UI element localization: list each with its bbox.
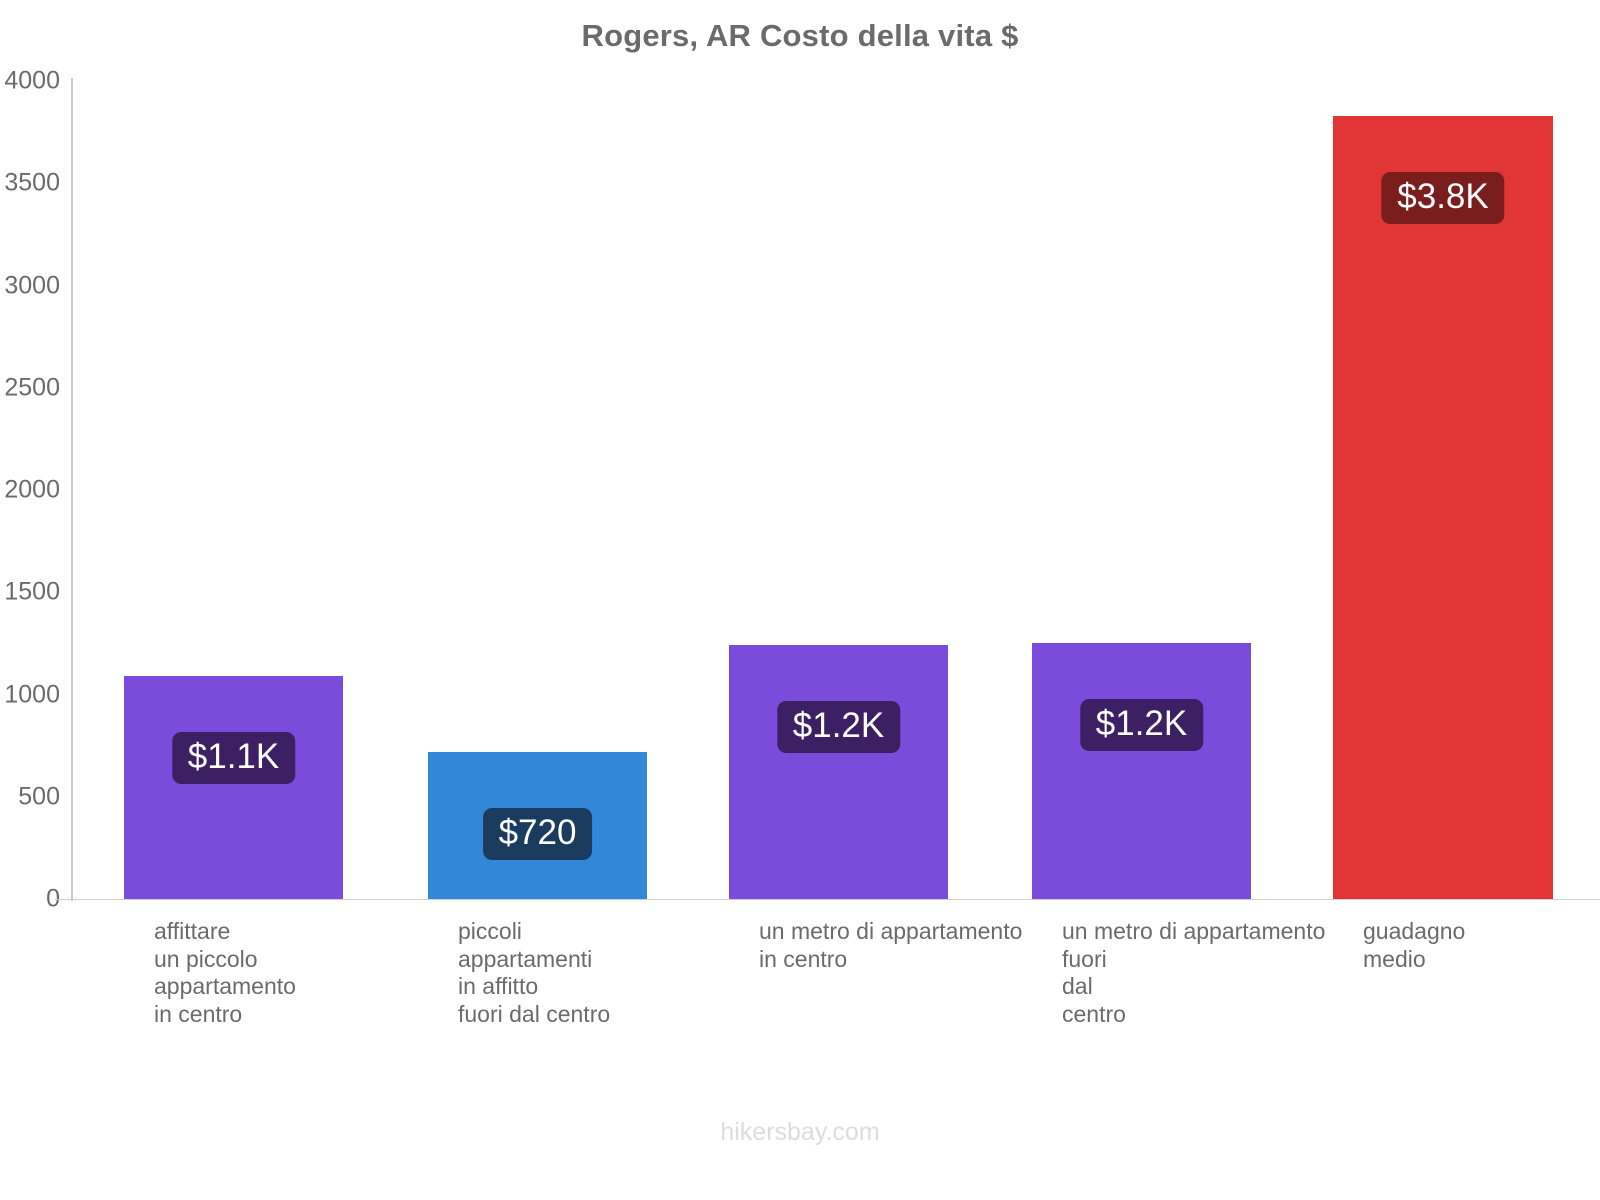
x-axis-category-label-line: piccoli (458, 918, 522, 944)
x-axis-category-label-line: appartamenti (458, 945, 593, 972)
plot-area: $1.1K $720 $1.2K $1.2K $3.8K (72, 81, 1553, 899)
y-axis-tick-label: 0 (46, 884, 60, 913)
y-axis-line (71, 78, 73, 901)
footer-watermark: hikersbay.com (720, 1118, 880, 1146)
bar-rect (1333, 115, 1553, 899)
x-axis-category-label-line: affittare (154, 918, 231, 944)
bar-value-label: $3.8K (1381, 171, 1505, 224)
bar-value-label: $1.1K (171, 732, 296, 785)
bar-rect (729, 645, 948, 899)
x-axis-category-label-line: dal (1062, 973, 1093, 999)
bar[interactable]: $3.8K (1333, 115, 1553, 899)
x-axis-category-label: piccoli appartamenti in affitto fuori dal c… (458, 918, 610, 1028)
y-axis-tick-label: 1500 (4, 577, 60, 606)
y-axis-tick-label: 3500 (4, 168, 60, 197)
x-axis-category-label: un metro di appartamento fuori dal centro (1062, 918, 1325, 1028)
y-axis-tick-label: 500 (18, 782, 60, 811)
chart-title: Rogers, AR Costo della vita $ (581, 18, 1019, 53)
bar[interactable]: $1.2K (1032, 643, 1251, 899)
x-axis-category-label-line: in affitto (458, 973, 539, 999)
y-axis-tick-label: 1000 (4, 680, 60, 708)
x-axis-category-label-line: guadagno (1363, 918, 1466, 944)
x-axis-category-label-line: fuori dal centro (458, 1000, 611, 1027)
bar-value-label: $720 (482, 807, 593, 860)
bar[interactable]: $1.2K (729, 645, 948, 899)
y-axis-tick-labels: 0 500 1000 1500 2000 2500 3000 3500 4000 (0, 0, 60, 1200)
bar-rect (124, 676, 343, 899)
x-axis-category-label: guadagno medio (1363, 918, 1465, 973)
x-axis-baseline (55, 899, 1600, 900)
x-axis-category-label-line: fuori (1062, 945, 1107, 972)
x-axis-category-label-line: un metro di appartamento (759, 918, 1023, 944)
x-axis-category-label-line: un piccolo (154, 945, 258, 972)
y-axis-tick-label: 2500 (4, 373, 60, 402)
bar[interactable]: $1.1K (124, 676, 343, 899)
y-axis-tick-label: 3000 (4, 271, 60, 299)
bar-rect (1032, 643, 1251, 899)
x-axis-category-labels: affittare un piccolo appartamento in centro… (72, 918, 1552, 1118)
x-axis-category-label-line: appartamento (154, 973, 296, 999)
x-axis-category-label: un metro di appartamento in centro (759, 918, 1022, 973)
bar[interactable]: $720 (428, 751, 647, 899)
x-axis-category-label-line: in centro (154, 1000, 243, 1027)
y-axis-tick-label: 2000 (4, 475, 60, 504)
x-axis-category-label-line: un metro di appartamento (1062, 918, 1326, 944)
bar-value-label: $1.2K (1079, 699, 1204, 752)
x-axis-category-label-line: centro (1062, 1000, 1126, 1027)
x-axis-category-label-line: medio (1363, 945, 1426, 972)
bar-value-label: $1.2K (776, 701, 901, 754)
x-axis-category-label: affittare un piccolo appartamento in centro (154, 918, 296, 1028)
y-axis-tick-label: 4000 (4, 66, 60, 95)
y-axis-zero-tick (56, 899, 72, 900)
x-axis-category-label-line: in centro (759, 945, 848, 972)
